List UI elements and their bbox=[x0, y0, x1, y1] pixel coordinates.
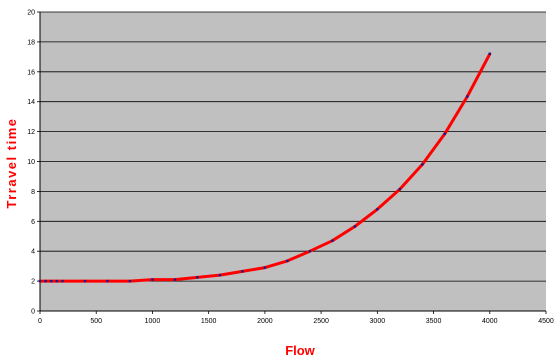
data-point bbox=[466, 95, 469, 98]
data-point bbox=[61, 279, 64, 283]
data-point bbox=[151, 278, 154, 281]
data-point bbox=[44, 279, 47, 283]
x-tick-label: 2000 bbox=[257, 318, 273, 325]
x-tick-label: 4500 bbox=[538, 318, 554, 325]
x-tick-label: 1000 bbox=[145, 318, 161, 325]
x-tick-label: 2500 bbox=[313, 318, 329, 325]
y-tick-label: 6 bbox=[31, 219, 35, 226]
data-point bbox=[83, 279, 87, 283]
x-tick-label: 4000 bbox=[482, 318, 498, 325]
data-point bbox=[106, 279, 109, 283]
y-tick-label: 10 bbox=[27, 159, 35, 166]
data-point bbox=[376, 208, 379, 211]
data-point bbox=[173, 278, 177, 281]
y-tick-label: 18 bbox=[27, 39, 35, 46]
data-point bbox=[128, 279, 132, 283]
y-tick-label: 14 bbox=[27, 99, 35, 106]
y-tick-label: 12 bbox=[27, 129, 35, 136]
y-tick-label: 0 bbox=[31, 309, 35, 316]
y-tick-label: 4 bbox=[31, 249, 35, 256]
data-point bbox=[421, 163, 424, 166]
data-point bbox=[353, 225, 357, 228]
data-point bbox=[443, 132, 446, 136]
data-point bbox=[241, 270, 244, 273]
data-markers bbox=[38, 52, 491, 283]
x-tick-label: 500 bbox=[90, 318, 102, 325]
data-point bbox=[38, 279, 42, 283]
data-point bbox=[55, 279, 59, 283]
data-point bbox=[218, 273, 222, 277]
y-axis-ticks: 0 2 4 6 8 10 12 14 16 18 20 bbox=[27, 10, 40, 316]
data-point bbox=[488, 52, 491, 56]
x-tick-label: 3000 bbox=[370, 318, 386, 325]
x-tick-label: 1500 bbox=[201, 318, 217, 325]
x-tick-label: 3500 bbox=[426, 318, 442, 325]
x-tick-label: 0 bbox=[38, 318, 42, 325]
x-axis-ticks: 0 500 1000 1500 2000 2500 3000 3500 4000 4500 bbox=[38, 311, 554, 325]
y-tick-label: 16 bbox=[27, 69, 35, 76]
x-axis-title: Flow bbox=[285, 343, 315, 358]
y-tick-label: 8 bbox=[31, 189, 35, 196]
data-point bbox=[196, 276, 199, 279]
y-tick-label: 20 bbox=[27, 10, 35, 17]
y-tick-label: 2 bbox=[31, 279, 35, 286]
data-point bbox=[308, 250, 312, 253]
data-point bbox=[50, 279, 53, 283]
data-point bbox=[398, 187, 402, 191]
grid-lines bbox=[40, 11, 546, 282]
y-axis-title: Trravel time bbox=[4, 118, 19, 209]
data-point bbox=[263, 266, 267, 269]
data-point bbox=[331, 239, 334, 242]
data-point bbox=[286, 259, 289, 263]
